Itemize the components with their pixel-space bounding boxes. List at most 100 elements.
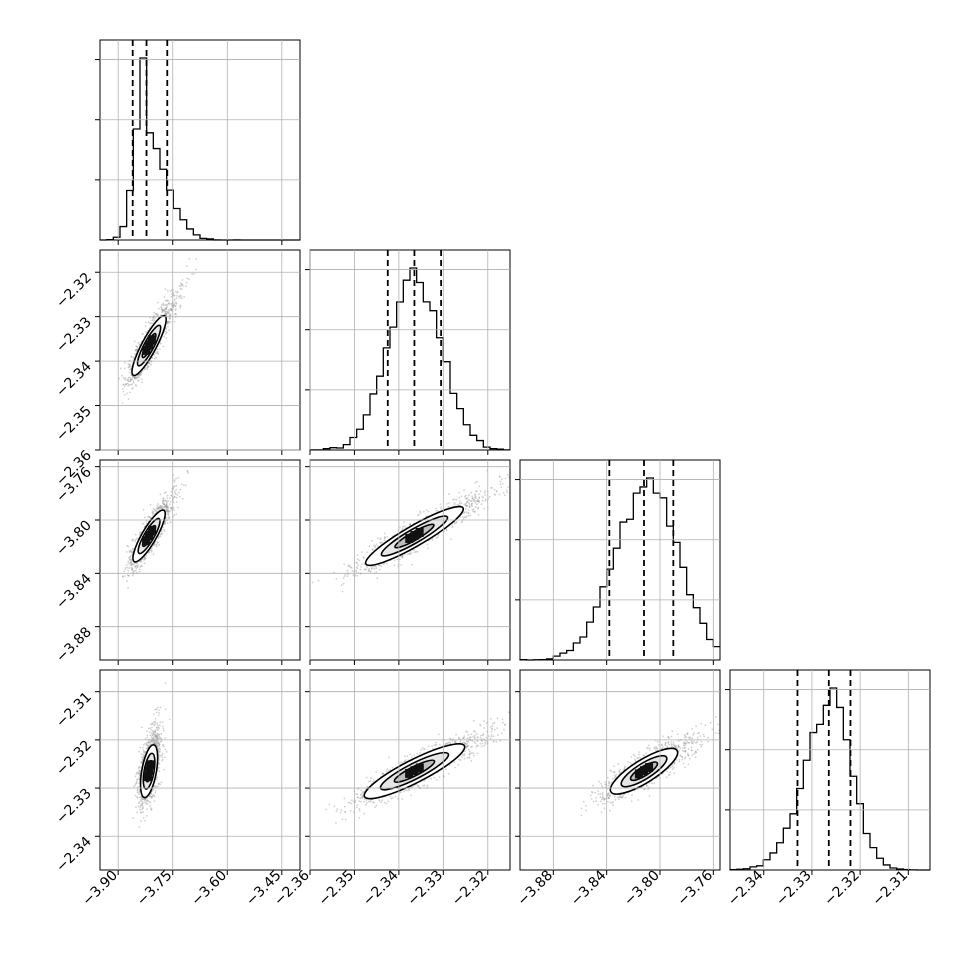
scatter-point <box>138 570 141 573</box>
scatter-point <box>145 743 148 746</box>
scatter-point <box>456 503 459 506</box>
scatter-point <box>479 724 482 727</box>
scatter-point <box>174 493 177 495</box>
scatter-point <box>155 735 158 737</box>
scatter-point <box>356 562 359 564</box>
scatter-point <box>140 799 142 802</box>
scatter-point <box>170 303 173 305</box>
scatter-point <box>123 575 126 577</box>
scatter-point <box>147 551 150 554</box>
scatter-point <box>478 496 481 499</box>
scatter-point <box>180 295 183 297</box>
scatter-point <box>162 302 165 305</box>
scatter-point <box>165 516 168 519</box>
scatter-point <box>168 329 171 332</box>
scatter-point <box>163 523 166 526</box>
scatter-point <box>410 551 413 554</box>
scatter-point <box>170 308 173 311</box>
scatter-point <box>461 756 463 758</box>
scatter-point <box>160 533 163 535</box>
scatter-point <box>158 782 160 785</box>
scatter-point <box>170 309 173 311</box>
scatter-point <box>169 313 172 315</box>
scatter-point <box>141 798 144 801</box>
scatter-point <box>500 478 503 481</box>
scatter-point <box>464 496 466 498</box>
scatter-point <box>182 284 184 287</box>
scatter-point <box>165 331 168 334</box>
scatter-point <box>431 745 433 748</box>
scatter-point <box>174 301 177 304</box>
scatter-point <box>421 746 424 749</box>
scatter-point <box>149 731 151 734</box>
scatter-point <box>167 311 170 313</box>
scatter-point <box>128 557 131 560</box>
scatter-point <box>128 384 131 386</box>
scatter-point <box>471 745 473 748</box>
scatter-point <box>161 754 164 757</box>
scatter-point <box>150 723 152 726</box>
scatter-point <box>521 473 523 475</box>
scatter-point <box>128 556 130 559</box>
scatter-point <box>466 757 469 759</box>
scatter-point <box>506 491 508 494</box>
scatter-point <box>170 308 173 310</box>
scatter-point <box>144 750 147 753</box>
scatter-point <box>160 505 163 508</box>
scatter-point <box>448 493 450 496</box>
scatter-point <box>158 733 161 736</box>
scatter-point <box>447 506 450 508</box>
scatter-point <box>152 736 155 739</box>
scatter-point <box>159 504 162 507</box>
scatter-point <box>435 778 438 781</box>
scatter-point <box>169 503 171 506</box>
scatter-point <box>422 510 425 513</box>
scatter-point <box>360 565 362 568</box>
scatter-point <box>169 497 171 499</box>
pair-panel-0-3 <box>95 669 301 875</box>
scatter-point <box>143 798 146 800</box>
scatter-point <box>479 490 482 493</box>
scatter-point <box>130 550 133 553</box>
scatter-point <box>126 574 129 576</box>
scatter-point <box>149 801 152 804</box>
scatter-point <box>379 568 381 571</box>
scatter-point <box>152 544 155 547</box>
scatter-point <box>146 368 149 370</box>
scatter-point <box>360 796 362 799</box>
scatter-point <box>140 753 143 756</box>
scatter-point <box>176 494 179 496</box>
scatter-point <box>152 788 155 791</box>
scatter-point <box>129 558 132 561</box>
scatter-point <box>460 495 463 498</box>
scatter-point <box>146 366 149 369</box>
scatter-point <box>165 308 168 311</box>
scatter-point <box>126 379 128 381</box>
scatter-point <box>458 497 461 499</box>
scatter-point <box>150 550 153 553</box>
scatter-point <box>128 567 131 569</box>
scatter-point <box>368 545 371 548</box>
scatter-point <box>175 513 178 515</box>
scatter-point <box>157 742 159 744</box>
scatter-point <box>168 509 170 512</box>
scatter-point <box>156 507 159 510</box>
scatter-point <box>170 508 173 511</box>
scatter-point <box>143 801 146 803</box>
density-peak-cell <box>145 766 154 776</box>
scatter-point <box>182 484 185 486</box>
scatter-point <box>463 503 466 505</box>
scatter-point <box>181 283 184 286</box>
scatter-point <box>165 313 168 315</box>
scatter-point <box>151 796 153 799</box>
scatter-point <box>127 378 129 381</box>
scatter-point <box>446 503 448 505</box>
scatter-point <box>141 803 144 806</box>
scatter-point <box>135 538 138 541</box>
scatter-point <box>164 522 167 525</box>
scatter-point <box>409 523 412 526</box>
scatter-point <box>483 491 486 494</box>
scatter-point <box>155 352 158 355</box>
scatter-point <box>465 511 468 513</box>
scatter-point <box>138 376 141 379</box>
